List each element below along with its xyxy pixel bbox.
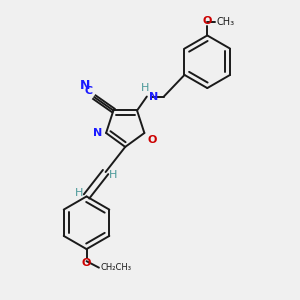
Text: O: O [202, 16, 212, 26]
Text: O: O [82, 258, 91, 268]
Text: N: N [149, 92, 159, 101]
Text: CH₃: CH₃ [217, 17, 235, 27]
Text: H: H [109, 170, 118, 180]
Text: N: N [80, 79, 91, 92]
Text: H: H [75, 188, 83, 198]
Text: H: H [141, 83, 149, 94]
Text: C: C [85, 86, 93, 96]
Text: O: O [148, 134, 157, 145]
Text: N: N [93, 128, 102, 138]
Text: CH₂CH₃: CH₂CH₃ [100, 263, 131, 272]
